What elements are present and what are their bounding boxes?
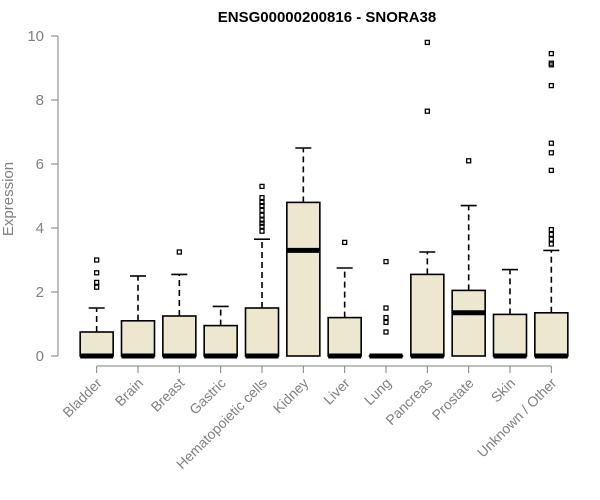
chart-title: ENSG00000200816 - SNORA38	[218, 9, 436, 26]
box-gastric	[203, 305, 238, 359]
outlier-point	[259, 217, 265, 223]
outlier-point	[259, 223, 265, 230]
outlier-point	[548, 231, 554, 238]
outlier-point	[548, 60, 554, 66]
box-rect	[410, 273, 445, 357]
outlier-point	[548, 241, 554, 247]
outlier-point	[259, 183, 265, 190]
outlier-point	[259, 228, 265, 234]
box-rect	[244, 307, 280, 357]
box-rect	[162, 315, 197, 357]
box-hematopoietic-cells	[244, 183, 280, 359]
box-lung	[368, 258, 404, 359]
outlier-point	[383, 329, 389, 335]
outlier-point	[383, 319, 389, 326]
box-liver	[327, 239, 362, 359]
outlier-point	[259, 220, 265, 226]
outlier-point	[94, 270, 100, 276]
y-tick-label: 0	[36, 348, 44, 365]
y-tick-label: 8	[36, 92, 44, 109]
outlier-point	[259, 194, 265, 201]
box-rect	[534, 311, 569, 357]
outlier-point	[548, 150, 554, 156]
outlier-point	[383, 314, 389, 321]
box-rect	[286, 201, 321, 357]
y-axis: 0 2 4 6 8 10	[27, 28, 59, 365]
plot-area	[79, 39, 569, 359]
box-kidney	[286, 147, 321, 357]
outlier-point	[94, 284, 100, 290]
outlier-point	[94, 279, 100, 286]
x-tick-label: Bladder	[59, 375, 105, 421]
outlier-point	[548, 226, 554, 233]
y-tick-label: 2	[36, 284, 44, 301]
box-rect	[327, 316, 362, 357]
outlier-point	[94, 257, 100, 263]
outlier-point	[176, 249, 182, 255]
outlier-point	[259, 202, 265, 209]
outlier-point	[342, 239, 348, 246]
box-skin	[492, 268, 528, 359]
outlier-point	[548, 50, 554, 57]
outlier-point	[383, 305, 389, 311]
outlier-point	[259, 199, 265, 206]
outlier-point	[548, 82, 554, 89]
x-tick-label: Kidney	[270, 375, 312, 417]
box-rect	[79, 331, 114, 357]
x-tick-label: Prostate	[429, 375, 477, 423]
x-tick-label: Breast	[148, 375, 188, 415]
y-tick-label: 10	[27, 28, 44, 45]
x-tick-label: Brain	[112, 375, 146, 409]
box-breast	[162, 249, 197, 359]
y-tick-label: 4	[36, 220, 44, 237]
box-rect	[451, 289, 486, 357]
y-tick-label: 6	[36, 156, 44, 173]
y-axis-label: Expression	[0, 162, 17, 236]
x-tick-label: Lung	[361, 375, 394, 408]
outlier-point	[548, 236, 554, 242]
box-unknown-other	[534, 50, 569, 359]
x-tick-label: Skin	[488, 375, 519, 406]
outlier-point	[548, 167, 554, 174]
box-pancreas	[410, 39, 445, 359]
outlier-point	[466, 158, 472, 164]
outlier-point	[424, 108, 430, 114]
outlier-point	[383, 258, 389, 265]
box-bladder	[79, 257, 114, 359]
x-tick-label: Liver	[320, 375, 353, 408]
box-rect	[203, 324, 238, 357]
outlier-point	[424, 39, 430, 46]
outlier-point	[259, 207, 265, 214]
outlier-point	[548, 140, 554, 146]
box-brain	[120, 275, 156, 359]
box-rect	[120, 319, 156, 357]
box-rect	[492, 313, 528, 357]
outlier-point	[259, 212, 265, 218]
box-prostate	[451, 158, 486, 357]
